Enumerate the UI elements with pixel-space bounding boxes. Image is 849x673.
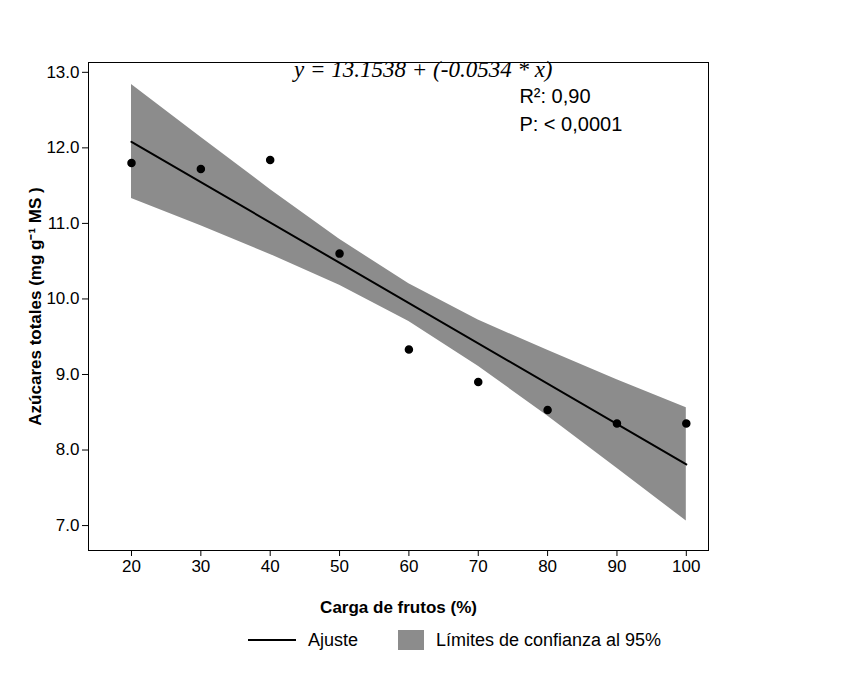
- svg-text:12.0: 12.0: [46, 138, 79, 157]
- svg-text:P: < 0,0001: P: < 0,0001: [519, 113, 622, 135]
- html-text:Límites de confianza al 95%: Límites de confianza al 95%: [435, 629, 662, 650]
- svg-text:7.0: 7.0: [56, 516, 80, 535]
- svg-text:20: 20: [122, 557, 141, 576]
- html-text:Ajuste: Ajuste: [307, 629, 358, 650]
- svg-text:10.0: 10.0: [46, 289, 79, 308]
- svg-text:y = 13.1538 + (-0.0534 * x): y = 13.1538 + (-0.0534 * x): [292, 57, 552, 82]
- svg-text:R²: 0,90: R²: 0,90: [519, 85, 590, 107]
- svg-text:Carga de frutos (%): Carga de frutos (%): [320, 598, 477, 617]
- svg-text:70: 70: [469, 557, 488, 576]
- svg-text:50: 50: [330, 557, 349, 576]
- svg-text:100: 100: [672, 557, 700, 576]
- svg-text:13.0: 13.0: [46, 63, 79, 82]
- svg-text:30: 30: [191, 557, 210, 576]
- svg-text:80: 80: [538, 557, 557, 576]
- svg-text:8.0: 8.0: [56, 440, 80, 459]
- svg-text:Azúcares totales (mg g⁻¹ MS ): Azúcares totales (mg g⁻¹ MS ): [26, 187, 45, 425]
- svg-text:90: 90: [607, 557, 626, 576]
- svg-text:60: 60: [399, 557, 418, 576]
- svg-text:11.0: 11.0: [48, 214, 80, 233]
- svg-text:40: 40: [261, 557, 280, 576]
- svg-text:9.0: 9.0: [56, 365, 80, 384]
